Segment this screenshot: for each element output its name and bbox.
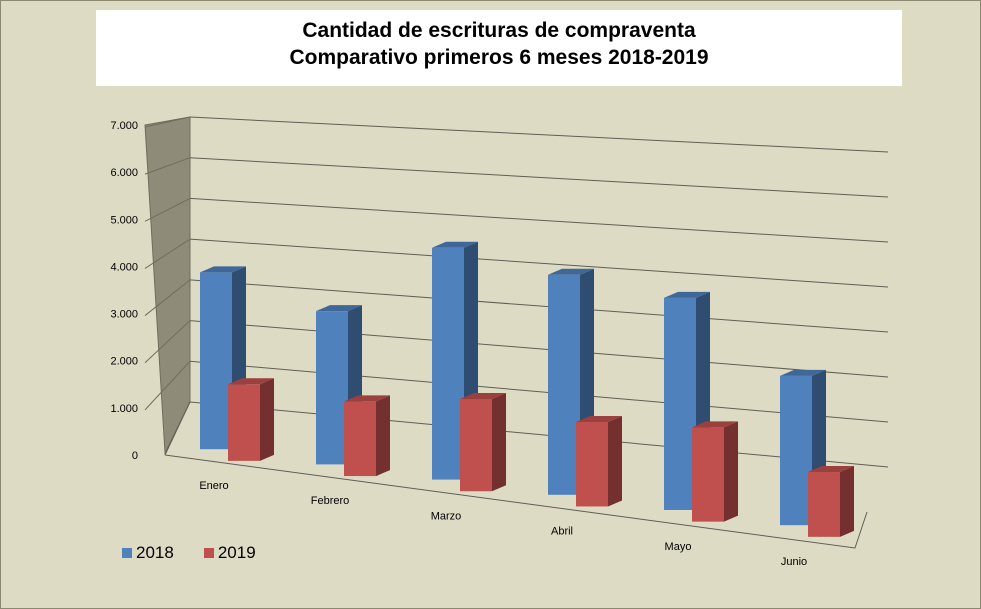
y-tick-label: 2.000	[110, 356, 138, 368]
y-tick-label: 3.000	[110, 309, 138, 321]
side-gridline	[144, 197, 191, 222]
gridline	[189, 157, 889, 198]
legend-item-2018: 2018	[122, 543, 174, 563]
legend-label-2019: 2019	[217, 543, 256, 562]
bar-front-junio-2019	[808, 472, 840, 537]
chart-title-line-1: Cantidad de escrituras de compraventa	[302, 19, 696, 42]
bar-front-enero-2018	[200, 272, 232, 450]
x-tick-label-marzo: Marzo	[431, 510, 462, 522]
side-gridline	[144, 360, 191, 411]
x-tick-label-abril: Abril	[551, 526, 573, 538]
y-tick-label: 1.000	[110, 403, 138, 415]
bar-front-mayo-2018	[664, 297, 696, 510]
gridline	[189, 279, 889, 333]
bar-front-marzo-2018	[432, 247, 464, 480]
side-gridline	[144, 238, 191, 269]
bar-top-mayo-2019	[692, 421, 738, 428]
gridline	[189, 360, 889, 423]
bar-side-junio-2019	[840, 466, 854, 537]
bar-top-marzo-2019	[460, 392, 506, 399]
chart-title: Cantidad de escrituras de compraventa Co…	[96, 10, 902, 86]
bar-top-junio-2019	[808, 466, 854, 473]
side-gridline	[144, 157, 191, 175]
bar-side-mayo-2019	[724, 421, 738, 522]
bar-side-abril-2019	[608, 415, 622, 507]
bar-front-febrero-2019	[344, 401, 376, 477]
bar-front-junio-2018	[780, 375, 812, 526]
y-tick-label: 0	[132, 450, 138, 462]
legend-item-2019: 2019	[203, 543, 256, 563]
bar-front-febrero-2018	[316, 311, 348, 465]
bar-top-febrero-2018	[316, 305, 362, 312]
side-gridline	[144, 320, 191, 364]
bar-front-abril-2019	[576, 421, 608, 507]
x-tick-label-mayo: Mayo	[665, 541, 692, 553]
bar-top-abril-2019	[576, 415, 622, 422]
y-tick-label: 4.000	[110, 261, 138, 273]
bar-front-mayo-2019	[692, 427, 724, 522]
bar-top-enero-2018	[200, 266, 246, 273]
bar-side-febrero-2019	[376, 395, 390, 477]
bar-top-marzo-2018	[432, 241, 478, 248]
floor-left-edge	[164, 401, 191, 456]
x-tick-label-junio: Junio	[781, 556, 807, 568]
y-tick-label: 5.000	[110, 214, 138, 226]
legend-swatch-2019	[203, 548, 214, 558]
bar-side-enero-2019	[260, 378, 274, 461]
bar-side-marzo-2019	[492, 392, 506, 492]
floor-back-line	[189, 401, 889, 468]
x-tick-label-enero: Enero	[199, 480, 228, 492]
legend-label-2018: 2018	[136, 543, 174, 562]
bar-front-abril-2018	[548, 274, 580, 495]
gridline	[189, 197, 889, 243]
side-gridline	[144, 279, 191, 316]
gridline	[189, 116, 889, 153]
side-gridline	[144, 116, 191, 128]
gridline	[189, 320, 889, 378]
bar-front-marzo-2019	[460, 398, 492, 492]
gridline	[189, 238, 889, 288]
chart-title-line-2: Comparativo primeros 6 meses 2018-2019	[289, 46, 709, 69]
y-tick-label: 6.000	[110, 167, 138, 179]
legend-swatch-2018	[122, 548, 132, 558]
y-tick-label: 7.000	[110, 120, 138, 132]
bar-top-junio-2018	[780, 369, 826, 376]
bar-top-febrero-2019	[344, 395, 390, 402]
floor-front-edge	[164, 454, 868, 549]
chart-legend: 2018 2019	[122, 543, 286, 563]
bar-top-enero-2019	[228, 378, 274, 385]
x-tick-label-febrero: Febrero	[311, 495, 350, 507]
bar-front-enero-2019	[228, 384, 260, 461]
bar-top-abril-2018	[548, 268, 594, 275]
bar-top-mayo-2018	[664, 291, 710, 298]
